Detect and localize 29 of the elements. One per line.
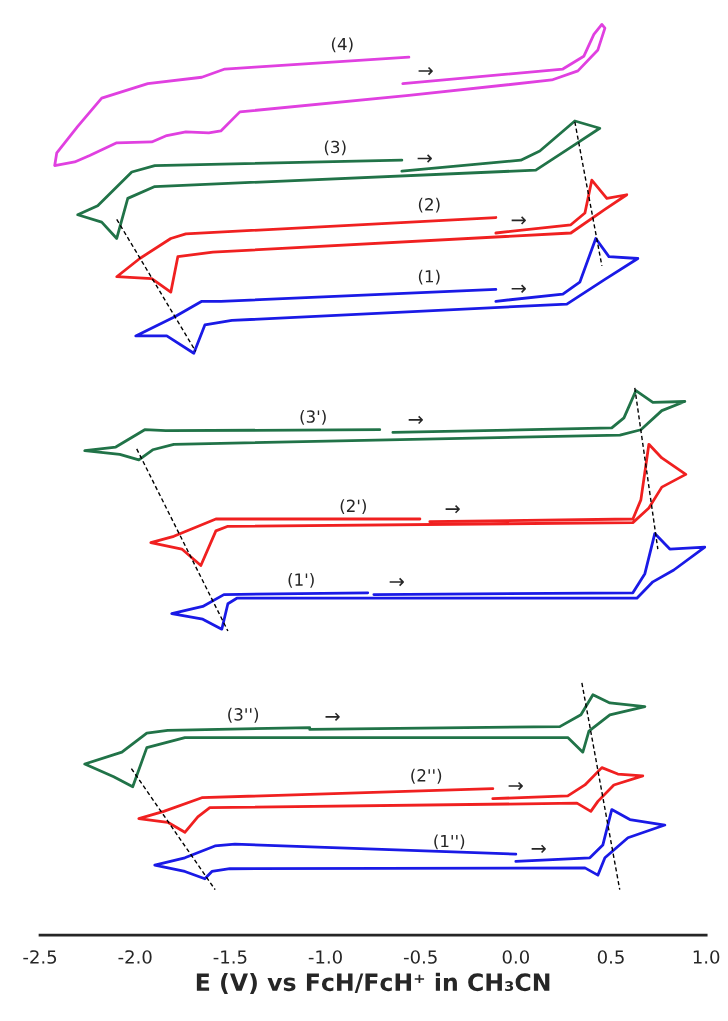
series-label: (1'')	[434, 834, 465, 850]
annotation: →	[417, 154, 432, 163]
x-axis-title: E (V) vs FcH/FcH⁺ in CH₃CN	[196, 972, 550, 994]
x-tick-label: 0.5	[597, 950, 624, 964]
x-tick-label: -2.0	[118, 950, 152, 964]
x-tick-label: 1.0	[693, 950, 720, 964]
annotation: →	[511, 284, 526, 293]
x-tick-label: -1.0	[308, 950, 342, 964]
series-label: (3')	[300, 409, 326, 425]
series-label: (2'')	[411, 768, 442, 784]
series-label: (3)	[324, 140, 346, 156]
x-tick-label: -0.5	[403, 950, 437, 964]
annotation: →	[389, 577, 404, 587]
series-label: (1')	[288, 573, 314, 588]
series-label: (2)	[418, 197, 440, 213]
series-label: (3'')	[228, 707, 259, 723]
annotation: →	[408, 415, 423, 425]
series-label: (1)	[418, 269, 440, 285]
annotation: →	[511, 216, 526, 225]
annotation: →	[531, 844, 546, 854]
x-tick-label: -2.5	[23, 950, 57, 964]
series-label: (2')	[340, 499, 366, 515]
x-tick-label: -1.5	[213, 950, 247, 964]
annotation: →	[508, 781, 523, 791]
series-label: (4)	[331, 37, 353, 53]
x-tick-label: 0.0	[502, 950, 529, 964]
annotation: →	[325, 712, 340, 721]
annotation: →	[418, 66, 433, 76]
annotation: →	[445, 505, 460, 514]
